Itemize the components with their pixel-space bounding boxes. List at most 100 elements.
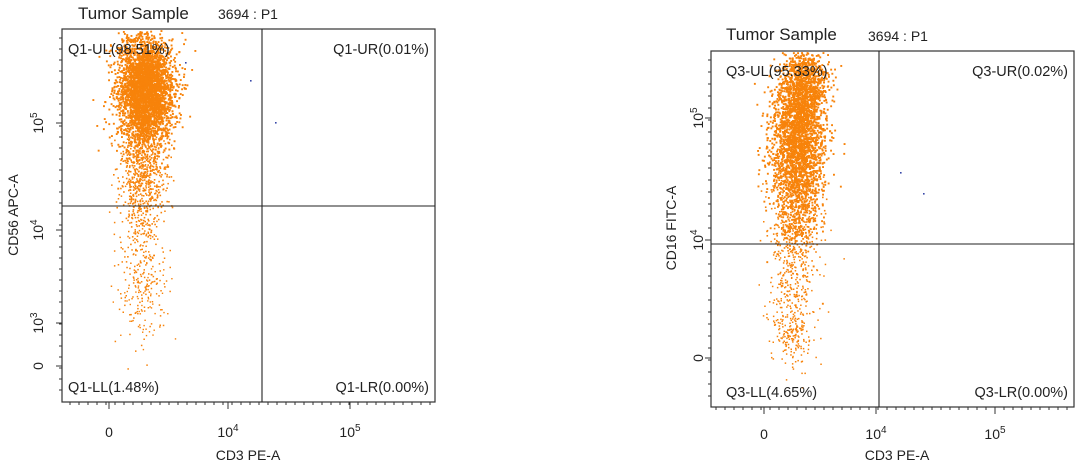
event-dot [141,117,144,119]
event-dot [162,64,165,67]
event-dot [142,166,144,168]
event-dot [133,279,135,281]
event-dot [156,112,158,114]
event-dot [138,109,140,112]
event-dot [167,129,169,131]
event-dot [146,31,149,34]
event-dot [136,72,139,75]
event-dot [125,101,128,104]
event-dot [147,105,150,108]
event-dot [162,82,165,85]
event-dot [155,226,158,228]
event-dot [151,100,154,103]
event-dot [117,90,119,93]
event-dot [128,230,130,233]
event-dot [166,86,169,89]
event-dot [154,109,156,112]
event-dot [130,87,133,90]
event-dot [132,182,135,184]
event-dot [153,329,155,331]
event-dot [145,136,148,139]
event-dot [153,141,155,144]
event-dot [165,88,167,91]
event-dot [138,136,141,138]
event-dot [785,63,788,66]
event-dot [127,134,130,137]
event-dot [120,86,123,88]
event-dot [786,73,789,76]
event-dot [126,55,129,57]
event-dot [163,128,166,131]
event-dot [127,131,130,133]
event-dot [142,331,144,333]
event-dot [139,273,142,276]
event-dot [150,144,152,147]
event-dot [122,58,124,60]
event-dot [141,133,143,135]
event-dot [139,70,142,73]
event-dot [135,100,138,103]
event-dot [118,114,121,117]
event-dot [140,138,142,140]
event-dot [170,78,173,81]
event-dot [134,198,137,201]
event-dot [154,185,156,188]
event-dot [758,169,761,172]
event-dot [120,152,122,155]
event-dot [147,128,150,131]
event-dot [147,218,149,221]
event-dot [813,170,815,172]
event-dot [141,75,144,78]
event-dot [146,51,149,53]
event-dot [144,64,147,67]
event-dot [157,105,160,108]
event-dot [125,161,127,164]
event-dot [150,30,153,33]
event-dot [173,57,176,59]
event-dot [166,137,169,140]
event-dot [143,60,146,63]
event-dot [156,125,158,128]
event-dot [146,97,149,100]
event-dot [156,86,159,89]
event-dot [126,300,128,302]
event-dot [131,236,134,238]
event-dot [139,313,141,315]
event-dot [127,96,130,99]
event-dot [127,368,129,370]
event-dot [130,84,133,86]
event-dot [143,48,146,51]
event-dot [172,113,174,115]
event-dot [154,132,156,135]
event-dot [148,133,151,135]
event-dot [127,146,129,148]
event-dot [168,76,171,79]
event-dot [168,128,171,131]
event-dot [133,232,135,234]
event-dot [779,187,782,189]
event-dot [119,106,122,109]
event-dot [163,105,166,108]
event-dot [812,198,815,201]
event-dot [134,93,137,96]
event-dot [146,209,149,212]
event-dot [154,117,156,119]
event-dot [152,139,155,142]
event-dot [156,52,159,54]
event-dot [154,127,157,130]
event-dot [168,108,171,111]
event-dot [151,165,154,167]
event-dot [133,52,136,55]
event-dot [163,60,165,62]
event-dot [154,312,156,315]
event-dot [120,125,122,128]
event-dot [137,104,140,107]
event-dot [160,45,163,48]
event-dot [177,86,180,89]
event-dot [139,132,142,135]
event-dot [133,99,136,101]
event-dot [147,57,150,60]
event-dot [145,90,148,93]
event-dot [174,116,177,119]
event-dot [126,132,129,135]
